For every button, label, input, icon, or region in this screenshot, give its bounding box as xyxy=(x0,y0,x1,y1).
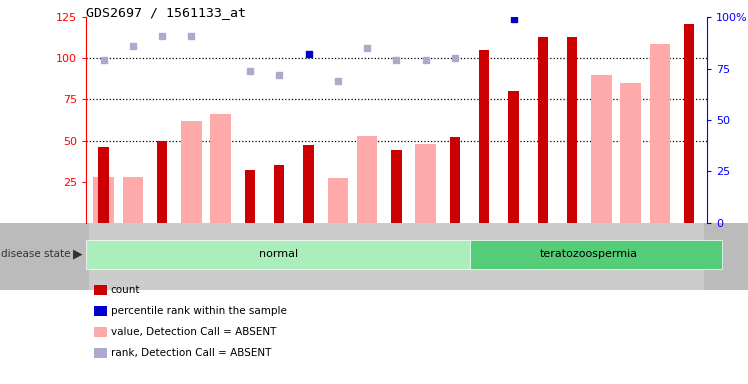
Bar xyxy=(177,223,206,290)
Text: GDS2697 / 1561133_at: GDS2697 / 1561133_at xyxy=(86,6,246,19)
Bar xyxy=(415,144,436,223)
Bar xyxy=(99,147,108,223)
Bar xyxy=(147,223,177,290)
Bar xyxy=(323,223,352,290)
Bar xyxy=(450,137,460,223)
Bar xyxy=(94,177,114,223)
Text: normal: normal xyxy=(259,249,298,260)
Bar xyxy=(357,136,378,223)
Bar xyxy=(118,223,147,290)
Bar xyxy=(528,223,557,290)
Bar xyxy=(381,223,411,290)
Bar xyxy=(210,114,231,223)
Bar xyxy=(621,83,641,223)
Bar xyxy=(0,223,748,290)
Text: ▶: ▶ xyxy=(73,248,83,261)
Bar xyxy=(470,223,499,290)
Text: percentile rank within the sample: percentile rank within the sample xyxy=(111,306,286,316)
Text: disease state: disease state xyxy=(1,249,70,260)
Bar xyxy=(470,240,722,269)
Bar xyxy=(567,37,577,223)
Text: value, Detection Call = ABSENT: value, Detection Call = ABSENT xyxy=(111,327,276,337)
Bar xyxy=(616,223,646,290)
Bar xyxy=(509,91,518,223)
Bar xyxy=(650,43,670,223)
Bar xyxy=(86,240,470,269)
Bar xyxy=(441,223,470,290)
Bar xyxy=(684,24,694,223)
Bar xyxy=(265,223,294,290)
Bar xyxy=(479,50,489,223)
Bar xyxy=(89,223,118,290)
Bar xyxy=(236,223,265,290)
Bar xyxy=(646,223,675,290)
Bar xyxy=(586,223,616,290)
Bar xyxy=(411,223,441,290)
Bar xyxy=(591,75,612,223)
Bar xyxy=(245,170,255,223)
Bar xyxy=(675,223,704,290)
Bar xyxy=(557,223,586,290)
Bar xyxy=(499,223,528,290)
Text: teratozoospermia: teratozoospermia xyxy=(539,249,637,260)
Text: count: count xyxy=(111,285,140,295)
Bar xyxy=(157,141,168,223)
Text: rank, Detection Call = ABSENT: rank, Detection Call = ABSENT xyxy=(111,348,271,358)
Bar xyxy=(206,223,236,290)
Bar xyxy=(538,37,548,223)
Bar xyxy=(352,223,381,290)
Bar xyxy=(123,177,143,223)
Bar xyxy=(294,223,323,290)
Bar xyxy=(304,146,313,223)
Bar xyxy=(328,178,348,223)
Bar xyxy=(391,151,402,223)
Bar xyxy=(181,121,202,223)
Bar xyxy=(275,165,284,223)
